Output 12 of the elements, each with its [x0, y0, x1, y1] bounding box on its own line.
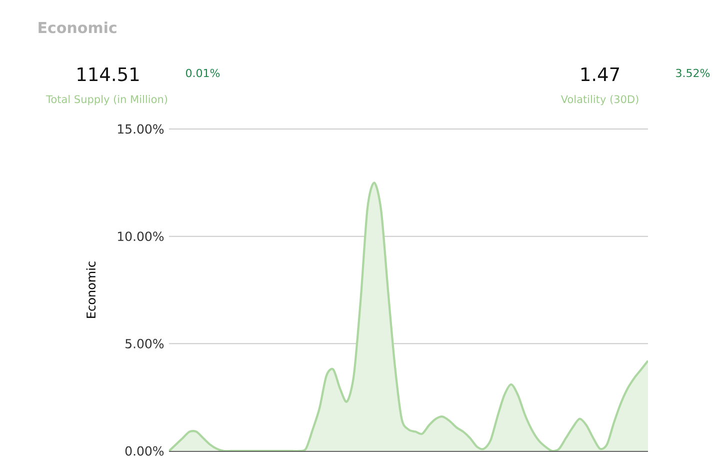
text: 1.47: [581, 68, 619, 81]
text: Total Supply (in Million): [46, 95, 168, 106]
text: Volatility (30D): [560, 95, 638, 106]
text: 3.52%: [676, 68, 710, 78]
y-tick-label: 10.00%: [118, 232, 164, 242]
y-tick-label: 0.00%: [125, 446, 164, 456]
y-tick-label: 5.00%: [126, 338, 164, 348]
y-axis-title: Economic: [86, 262, 96, 318]
y-tick-label: 15.00%: [118, 124, 164, 134]
text: Economic: [38, 22, 116, 34]
text: 114.51: [78, 68, 139, 82]
text: 0.01%: [186, 68, 220, 78]
